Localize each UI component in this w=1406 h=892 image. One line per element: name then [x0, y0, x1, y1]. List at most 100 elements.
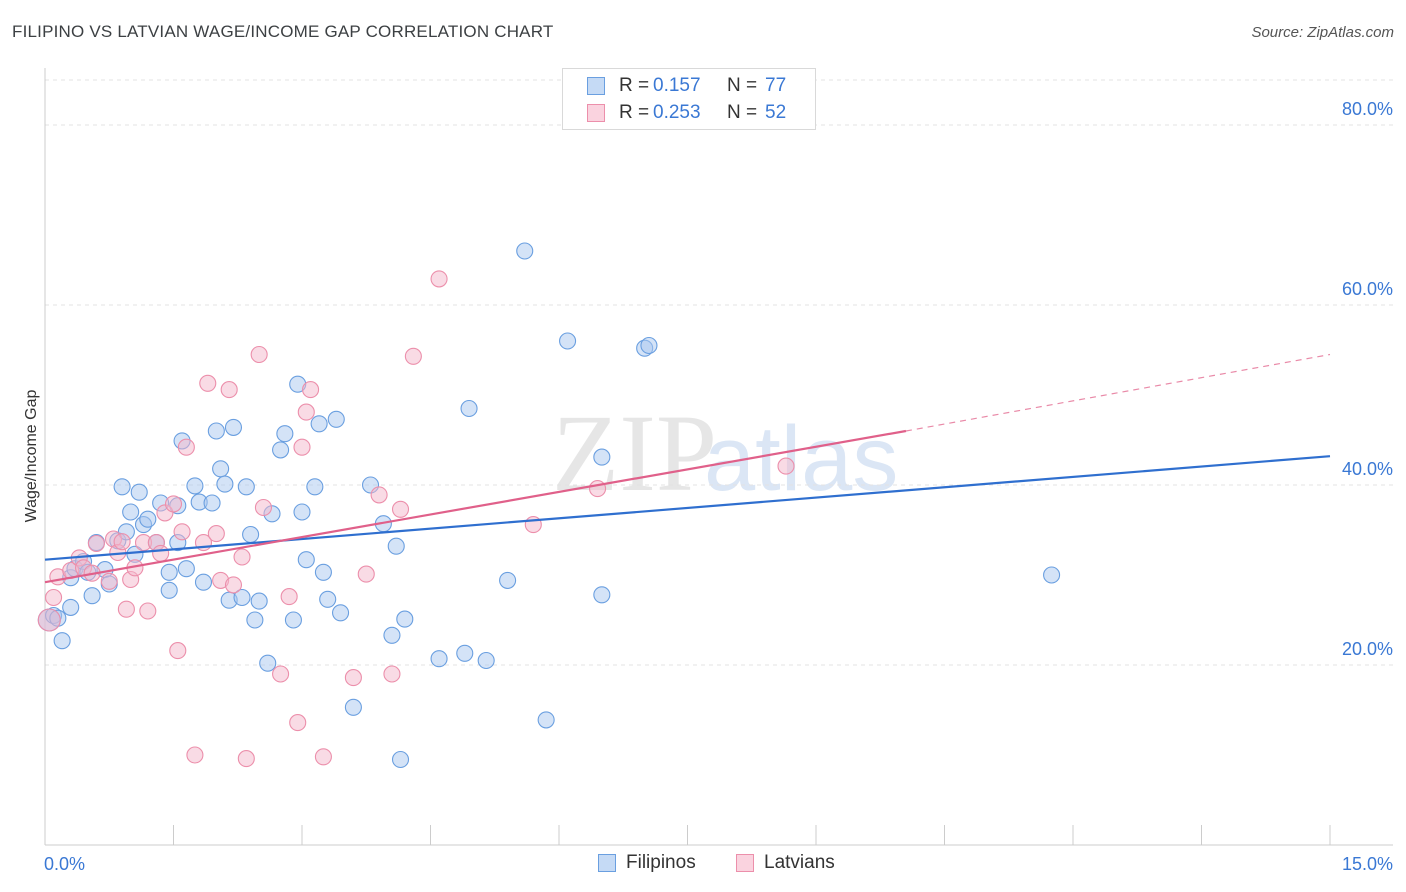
x-tick-label-min: 0.0% — [44, 854, 85, 874]
latvian-point — [173, 523, 191, 541]
filipino-point — [456, 644, 474, 662]
legend-r-value: 0.157 — [653, 75, 701, 96]
filipino-point — [130, 483, 148, 501]
latvian-point — [777, 457, 795, 475]
latvian-point — [113, 533, 131, 551]
filipino-point — [83, 587, 101, 605]
legend-row-latvians: R = 0.253 N = 52 — [587, 100, 786, 126]
latvian-point — [280, 588, 298, 606]
filipino-point — [53, 632, 71, 650]
filipino-point — [276, 425, 294, 443]
source-label: Source: ZipAtlas.com — [1251, 24, 1394, 41]
latvian-point — [293, 438, 311, 456]
latvian-point — [100, 572, 118, 590]
filipino-point — [212, 460, 230, 478]
y-tick-label: 20.0% — [1342, 639, 1393, 659]
legend-n-label: N = — [727, 75, 758, 96]
filipino-point — [246, 611, 264, 629]
filipino-point — [327, 410, 345, 428]
legend-r-label: R = — [619, 102, 650, 123]
filipino-trend-line — [44, 455, 1331, 561]
latvian-point — [430, 270, 448, 288]
filipino-point — [387, 537, 405, 555]
latvian-point — [297, 403, 315, 421]
latvian-point — [45, 588, 63, 607]
filipino-point — [499, 571, 517, 589]
latvian-point — [344, 669, 362, 687]
filipino-point — [1043, 566, 1061, 584]
latvian-point — [177, 438, 195, 456]
latvian-point — [588, 480, 607, 498]
filipino-point — [233, 588, 251, 607]
filipino-point — [62, 598, 80, 616]
filipino-point — [186, 477, 204, 495]
latvian-point — [357, 565, 375, 583]
latvian-point — [152, 544, 170, 562]
filipino-point — [113, 478, 131, 496]
legend-swatch-filipinos — [587, 77, 605, 95]
latvian-point — [199, 374, 217, 392]
filipino-point — [224, 418, 243, 436]
filipino-point — [216, 475, 234, 493]
legend-item-latvians: Latvians — [736, 852, 835, 874]
legend-swatch-latvians — [736, 854, 754, 872]
legend-label-latvians: Latvians — [764, 852, 835, 873]
latvian-point — [164, 495, 183, 513]
legend-n-value: 77 — [765, 75, 787, 96]
filipino-point — [194, 573, 213, 591]
filipino-point — [319, 590, 337, 608]
filipino-point — [344, 698, 362, 716]
filipino-point — [593, 448, 611, 466]
latvian-point — [87, 534, 105, 553]
filipino-point — [477, 651, 495, 670]
filipino-point — [310, 415, 328, 433]
filipino-point — [593, 586, 611, 604]
latvian-trend-line — [44, 429, 907, 584]
latvian-point — [169, 642, 187, 660]
filipino-point — [331, 604, 350, 622]
y-axis-label: Wage/Income Gap — [23, 390, 40, 523]
latvian-point — [391, 500, 410, 518]
legend-swatch-latvians — [587, 104, 605, 122]
filipino-point — [430, 650, 448, 668]
correlation-legend: R = 0.157 N = 77 R = 0.253 N = 52 — [562, 68, 816, 130]
latvian-point — [404, 347, 422, 365]
filipino-point — [297, 551, 315, 569]
latvian-point — [117, 600, 135, 618]
latvian-point — [272, 665, 290, 683]
filipino-point — [306, 478, 324, 496]
filipino-point — [122, 503, 140, 521]
chart-title: FILIPINO VS LATVIAN WAGE/INCOME GAP CORR… — [12, 22, 554, 41]
filipino-point — [314, 563, 332, 581]
legend-row-filipinos: R = 0.157 N = 77 — [587, 73, 786, 99]
filipino-point — [559, 332, 577, 350]
latvian-point — [383, 665, 401, 683]
latvian-point — [250, 345, 268, 364]
legend-n-value: 52 — [765, 102, 787, 123]
legend-item-filipinos: Filipinos — [598, 852, 696, 874]
filipino-point — [537, 711, 555, 729]
watermark-atlas: atlas — [704, 408, 898, 510]
filipino-point — [516, 242, 534, 260]
x-tick-label-max: 15.0% — [1342, 854, 1393, 874]
filipino-point — [207, 422, 225, 440]
latvian-point — [139, 602, 157, 620]
watermark-zip: ZIP — [552, 392, 717, 514]
filipino-point — [242, 525, 260, 544]
y-tick-label: 80.0% — [1342, 99, 1393, 119]
filipino-point — [293, 503, 311, 521]
latvian-trend-extension — [905, 353, 1331, 432]
filipino-point — [237, 478, 255, 496]
latvian-point — [233, 548, 251, 566]
latvian-point — [186, 746, 204, 764]
filipino-point — [160, 581, 178, 599]
y-tick-label: 40.0% — [1342, 459, 1393, 479]
latvian-point — [237, 750, 255, 768]
latvian-point — [220, 381, 238, 399]
filipino-point — [284, 611, 302, 629]
filipino-point — [139, 510, 157, 528]
filipino-point — [460, 399, 478, 418]
legend-r-label: R = — [619, 75, 650, 96]
latvian-point — [254, 498, 273, 517]
